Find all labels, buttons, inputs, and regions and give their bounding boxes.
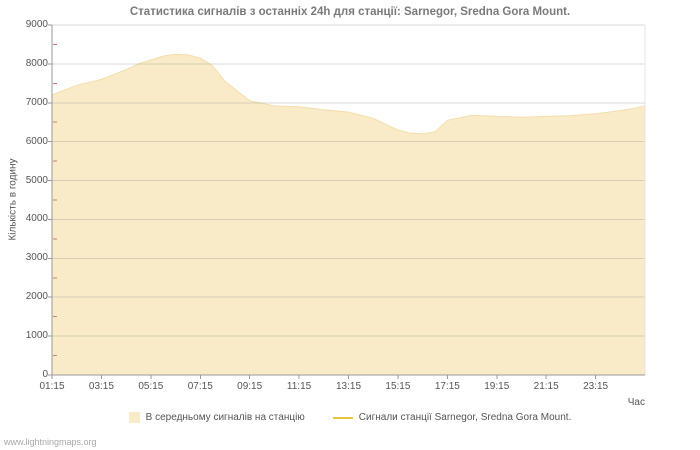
legend-swatch-average (128, 412, 140, 423)
x-tick-label: 15:15 (385, 381, 411, 392)
legend-swatch-station (332, 416, 353, 419)
y-tick-label: 6000 (25, 135, 48, 147)
chart-legend: В середньому сигналів на станцію Сигнали… (0, 412, 700, 423)
legend-item-average: В середньому сигналів на станцію (128, 412, 305, 423)
x-axis-label: Час (627, 397, 645, 408)
y-tick-label: 0 (42, 369, 48, 380)
legend-item-station: Сигнали станції Sarnegor, Sredna Gora Mo… (332, 412, 572, 423)
x-tick-label: 23:15 (583, 381, 609, 392)
x-tick-label: 07:15 (187, 381, 213, 392)
y-tick-label: 5000 (25, 174, 48, 186)
y-tick-label: 1000 (25, 330, 48, 342)
y-tick-label: 7000 (25, 96, 48, 108)
y-tick-label: 2000 (25, 291, 48, 303)
x-tick-label: 21:15 (533, 381, 559, 392)
x-tick-label: 09:15 (237, 381, 263, 392)
y-axis-label: Кількість в годину (7, 158, 19, 241)
chart-title: Статистика сигналів з останніх 24h для с… (129, 6, 571, 18)
x-tick-label: 17:15 (434, 381, 460, 392)
legend-label-average: В середньому сигналів на станцію (145, 412, 305, 423)
x-tick-label: 01:15 (39, 381, 65, 392)
area-series-edge (51, 53, 646, 135)
x-tick-label: 03:15 (88, 381, 114, 392)
y-tick-label: 8000 (25, 57, 48, 69)
x-tick-label: 13:15 (335, 381, 362, 392)
y-tick-label: 9000 (25, 19, 48, 30)
watermark-text: www.lightningmaps.org (4, 437, 97, 447)
x-tick-label: 19:15 (484, 381, 510, 392)
legend-label-station: Сигнали станції Sarnegor, Sredna Gora Mo… (358, 412, 572, 423)
y-tick-label: 4000 (25, 213, 48, 225)
x-tick-label: 11:15 (286, 381, 312, 392)
y-tick-label: 3000 (25, 252, 48, 264)
area-series-average (52, 54, 645, 375)
x-tick-label: 05:15 (138, 381, 164, 392)
